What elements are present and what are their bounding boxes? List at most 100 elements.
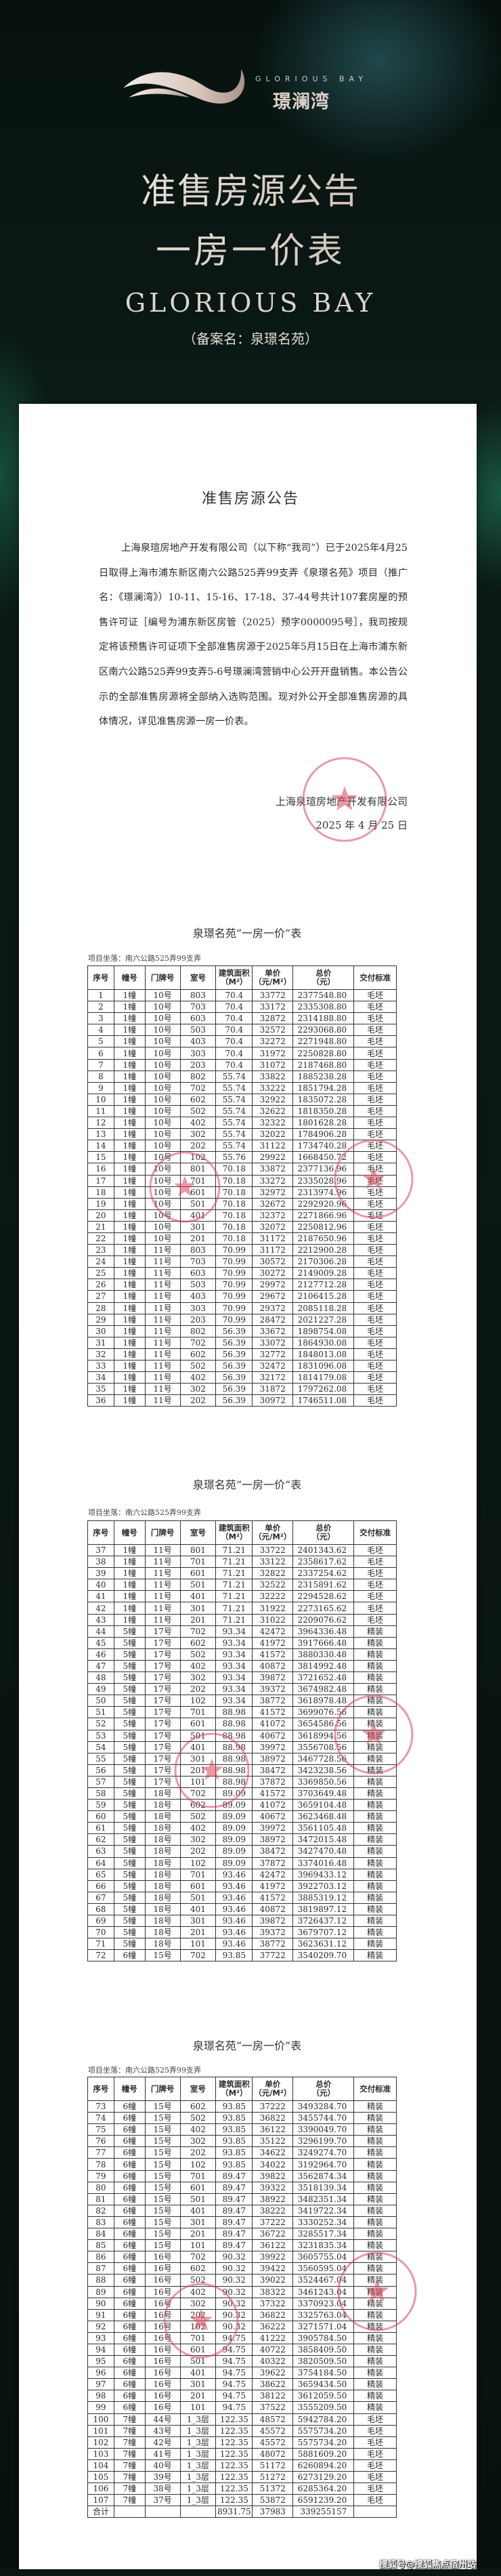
table-cell: 41号 [144,2447,181,2460]
table-cell: 601 [179,1186,217,1199]
table-row: 103 7幢 41号 1_3层 122.35 48072 5881609.20 毛坯 [87,2447,397,2460]
table-cell: 201 [179,1613,217,1626]
table-cell: 89.47 [215,2169,253,2182]
table-cell: 36 [87,1394,114,1407]
table-cell: 精装 [353,2169,397,2182]
logo-english: GLORIOUS BAY [255,75,368,83]
table-cell: 201 [179,1232,217,1245]
table-cell: 122.35 [215,2470,253,2484]
table-cell: 2 [87,1001,114,1014]
table-cell: 801 [179,1163,217,1176]
table-cell: 701 [179,2169,217,2182]
table-cell: 65 [87,1868,114,1881]
table-cell: 93.34 [215,1683,253,1696]
table-row: 44 5幢 17号 702 93.34 42472 3964336.48 精装 [87,1625,397,1638]
table-cell: 5幢 [113,1648,146,1661]
table-cell: 1_3层 [179,2470,217,2484]
table-row: 47 5幢 17号 402 93.34 40872 3814992.48 精装 [87,1659,397,1673]
table-cell: 93.85 [215,2135,253,2148]
table-cell: 1幢 [113,1024,146,1037]
column-header: 总价 （元） [292,2077,355,2101]
table-cell: 6幢 [113,2216,146,2229]
table-cell: 毛坯 [353,1313,397,1326]
table-cell: 30 [87,1325,114,1337]
table-cell: 39422 [252,2262,294,2275]
table-cell: 602 [179,2262,217,2275]
table-cell: 701 [179,2331,217,2344]
table-cell: 15号 [144,1949,181,1962]
table-location: 项目坐落：南六公路525弄99支弄 [88,1508,201,1517]
column-header: 幢号 [113,965,146,990]
table-cell: 70.4 [215,1012,253,1025]
table-cell: 90.32 [215,2308,253,2321]
table-cell: 41 [87,1590,114,1603]
table-row: 67 5幢 18号 501 93.46 41572 3885319.12 精装 [87,1891,397,1904]
table-cell: 38222 [252,2204,294,2217]
table-cell: 1幢 [113,1244,146,1257]
table-cell: 1734740.28 [292,1140,355,1152]
table-cell: 3612059.50 [292,2390,355,2403]
table-cell: 18号 [144,1926,181,1939]
table-row: 84 6幢 15号 201 89.47 36722 3285517.34 精装 [87,2228,397,2241]
table-cell: 毛坯 [353,2470,397,2484]
table-cell: 3556708.56 [292,1741,355,1753]
table-cell: 3540209.70 [292,1949,355,1962]
table-cell: 77 [87,2146,114,2159]
table-cell: 10号 [144,1186,181,1199]
table-cell: 1幢 [113,1579,146,1592]
table-cell: 16号 [144,2285,181,2298]
table-cell: 31122 [252,1140,294,1152]
table-cell: 精装 [353,2308,397,2321]
table-cell: 3285517.34 [292,2228,355,2241]
table-row: 15 1幢 10号 102 55.76 29922 1668450.72 毛坯 [87,1151,397,1164]
table-title: 泉璟名苑“一房一价”表 [192,927,302,940]
table-cell: 精装 [353,2331,397,2344]
table-cell: 94.75 [215,2401,253,2414]
table-cell: 402 [179,1659,217,1673]
table-cell: 801 [179,1543,217,1557]
table-cell: 3703649.48 [292,1787,355,1800]
table-cell: 6幢 [113,2158,146,2171]
table-row: 78 6幢 15号 102 93.85 34022 3192964.70 精装 [87,2158,397,2171]
table-cell: 18号 [144,1822,181,1835]
table-cell: 15号 [144,2239,181,2252]
table-cell: 6幢 [113,2204,146,2217]
table-cell: 33872 [252,1163,294,1176]
table-cell: 71.21 [215,1602,253,1615]
table-cell: 毛坯 [353,1151,397,1164]
table-cell: 80 [87,2181,114,2194]
table-cell: 1幢 [113,1567,146,1580]
column-header: 总价 （元） [292,1520,355,1545]
table-cell: 36822 [252,2112,294,2125]
table-cell: 43 [87,1613,114,1626]
table-cell: 6幢 [113,2146,146,2159]
table-cell: 3423238.56 [292,1764,355,1777]
table-cell: 502 [179,2112,217,2125]
table-cell: 毛坯 [353,1255,397,1268]
table-cell: 71.21 [215,1579,253,1592]
table-row: 33 1幢 11号 502 56.39 32472 1831096.08 毛坯 [87,1359,397,1373]
table-row: 106 7幢 38号 1_3层 122.35 51372 6285364.20 毛坯 [87,2482,397,2495]
table-cell: 39号 [144,2470,181,2484]
table-cell: 104 [87,2459,114,2472]
table-cell: 122.35 [215,2424,253,2437]
table-row: 89 6幢 16号 402 90.32 38322 3461243.04 精装 [87,2285,397,2298]
table-cell: 301 [179,2216,217,2229]
table-cell: 精装 [353,1636,397,1649]
table-cell: 33672 [252,1325,294,1337]
table-cell: 3885319.12 [292,1891,355,1904]
table-cell: 70.99 [215,1290,253,1303]
table-cell: 40号 [144,2459,181,2472]
table-cell: 32622 [252,1104,294,1118]
table-cell: 72 [87,1949,114,1962]
table-cell: 毛坯 [353,2413,397,2426]
table-cell: 41572 [252,1787,294,1800]
table-cell: 701 [179,1556,217,1569]
table-cell: 2273165.62 [292,1602,355,1615]
table-cell: 5575734.20 [292,2424,355,2437]
table-cell: 精装 [353,1775,397,1788]
table-cell: 702 [179,1787,217,1800]
table-cell: 42 [87,1602,114,1615]
table-cell: 毛坯 [353,1047,397,1060]
column-header: 交付标准 [353,1520,397,1545]
